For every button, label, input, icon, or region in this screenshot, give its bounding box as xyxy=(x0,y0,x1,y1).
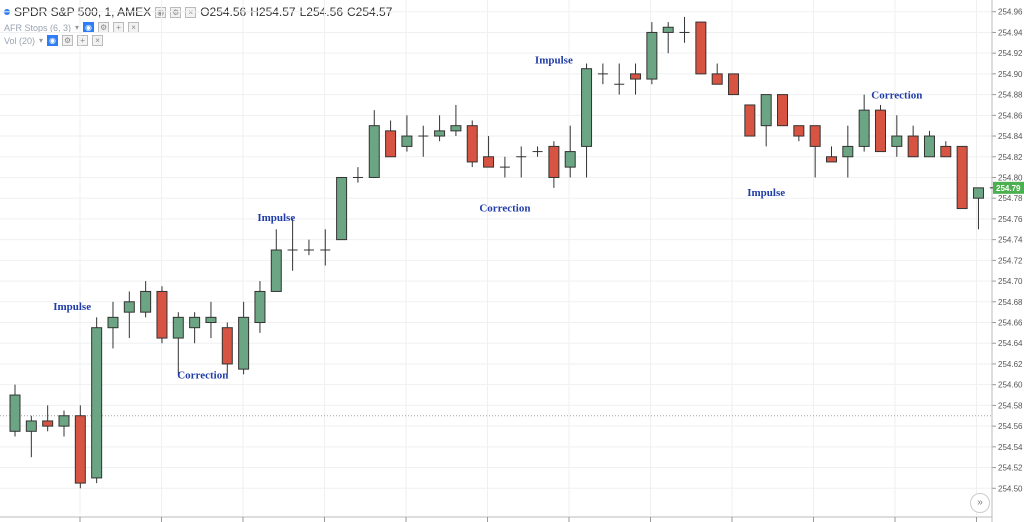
y-tick-label: 254.84 xyxy=(998,132,1023,141)
candle-up xyxy=(58,415,70,427)
y-tick-label: 254.50 xyxy=(998,484,1023,493)
candle-down xyxy=(777,94,789,127)
scroll-to-realtime-button[interactable]: » xyxy=(970,493,990,513)
candle-down xyxy=(826,156,837,163)
candle-up xyxy=(205,316,217,324)
y-tick-label: 254.62 xyxy=(998,360,1023,369)
chevron-down-icon[interactable]: ▾ xyxy=(39,36,44,45)
candle-up xyxy=(336,176,348,241)
candle-down xyxy=(907,135,919,158)
y-tick-label: 254.60 xyxy=(998,381,1023,390)
y-tick-label: 254.74 xyxy=(998,236,1023,245)
candle-down xyxy=(793,125,805,137)
candle-up xyxy=(858,109,870,147)
y-tick-label: 254.76 xyxy=(998,215,1023,224)
candle-up xyxy=(189,316,201,329)
candle-up xyxy=(9,394,21,432)
y-tick-label: 254.66 xyxy=(998,319,1023,328)
y-tick-label: 254.94 xyxy=(998,28,1023,37)
candle-down xyxy=(711,73,723,85)
candle-down xyxy=(548,145,560,178)
candle-down xyxy=(42,420,54,427)
candle-up xyxy=(923,135,935,158)
candle-down xyxy=(874,109,886,153)
candle-down xyxy=(483,156,495,168)
candle-up xyxy=(434,130,446,137)
candle-up xyxy=(270,249,282,292)
wave-annotation-label: Impulse xyxy=(535,55,573,67)
wave-annotation-label: Impulse xyxy=(53,301,91,313)
y-tick-label: 254.70 xyxy=(998,277,1023,286)
chart-legend: SPDR S&P 500, 1, AMEX ◉ ⚙ × O254.56 H254… xyxy=(4,5,392,19)
candle-up xyxy=(646,31,658,80)
candle-down xyxy=(74,415,86,484)
settings-icon[interactable]: ⚙ xyxy=(62,35,74,46)
y-tick-label: 254.56 xyxy=(998,422,1023,431)
y-tick-label: 254.52 xyxy=(998,464,1023,473)
candle-up xyxy=(172,316,184,339)
indicator-label[interactable]: AFR Stops (6, 3) xyxy=(4,22,72,33)
y-tick-label: 254.58 xyxy=(998,401,1023,410)
candle-up xyxy=(581,68,593,147)
close-icon[interactable]: × xyxy=(92,35,104,46)
wave-annotation-label: Impulse xyxy=(747,187,785,199)
candle-up xyxy=(450,125,462,132)
candle-up xyxy=(368,125,380,178)
y-tick-label: 254.64 xyxy=(998,339,1023,348)
candle-down xyxy=(728,73,740,96)
candle-up xyxy=(123,301,135,313)
y-tick-label: 254.92 xyxy=(998,49,1023,58)
wave-annotation-label: Impulse xyxy=(257,212,295,224)
candle-up xyxy=(401,135,413,147)
y-tick-label: 254.54 xyxy=(998,443,1023,452)
candle-up xyxy=(25,420,37,432)
candle-up xyxy=(891,135,903,147)
y-tick-label: 254.80 xyxy=(998,173,1023,182)
candle-up xyxy=(254,290,266,324)
candle-up xyxy=(91,327,103,479)
wave-annotation-label: Correction xyxy=(479,203,530,215)
y-tick-label: 254.78 xyxy=(998,194,1023,203)
candle-up xyxy=(972,187,984,199)
candle-up xyxy=(107,316,119,329)
indicator-label[interactable]: Vol (20) xyxy=(4,35,36,46)
add-icon[interactable]: + xyxy=(77,35,89,46)
candle-down xyxy=(221,327,233,365)
eye-icon[interactable]: ◉ xyxy=(47,35,59,46)
candle-up xyxy=(842,145,854,158)
candle-up xyxy=(564,151,576,168)
y-tick-label: 254.96 xyxy=(998,8,1023,17)
candle-up xyxy=(760,94,772,127)
candle-down xyxy=(940,145,952,158)
indicator-legend-volume: Vol (20) ▾ ◉ ⚙ + × xyxy=(4,35,104,46)
y-tick-label: 254.88 xyxy=(998,91,1023,100)
candle-down xyxy=(695,21,707,75)
wave-annotation-label: Correction xyxy=(177,369,228,381)
candle-down xyxy=(156,290,168,339)
candle-up xyxy=(140,290,152,313)
y-tick-label: 254.82 xyxy=(998,153,1023,162)
candle-down xyxy=(956,145,968,210)
indicator-legend-stops: AFR Stops (6, 3) ▾ ◉ ⚙ + × xyxy=(4,22,140,33)
candle-up xyxy=(662,26,674,33)
y-tick-label: 254.86 xyxy=(998,111,1023,120)
candle-down xyxy=(466,125,478,163)
wave-annotation-label: Correction xyxy=(871,90,922,102)
candle-down xyxy=(630,73,642,80)
candle-down xyxy=(744,104,756,137)
chevron-down-icon[interactable]: ▾ xyxy=(75,23,80,32)
candle-down xyxy=(809,125,821,147)
current-price-tag xyxy=(993,181,1024,194)
y-tick-label: 254.68 xyxy=(998,298,1023,307)
candle-up xyxy=(238,316,250,370)
y-tick-label: 254.90 xyxy=(998,70,1023,79)
candle-down xyxy=(385,130,397,158)
current-price-label: 254.79 xyxy=(996,184,1021,193)
y-tick-label: 254.72 xyxy=(998,256,1023,265)
